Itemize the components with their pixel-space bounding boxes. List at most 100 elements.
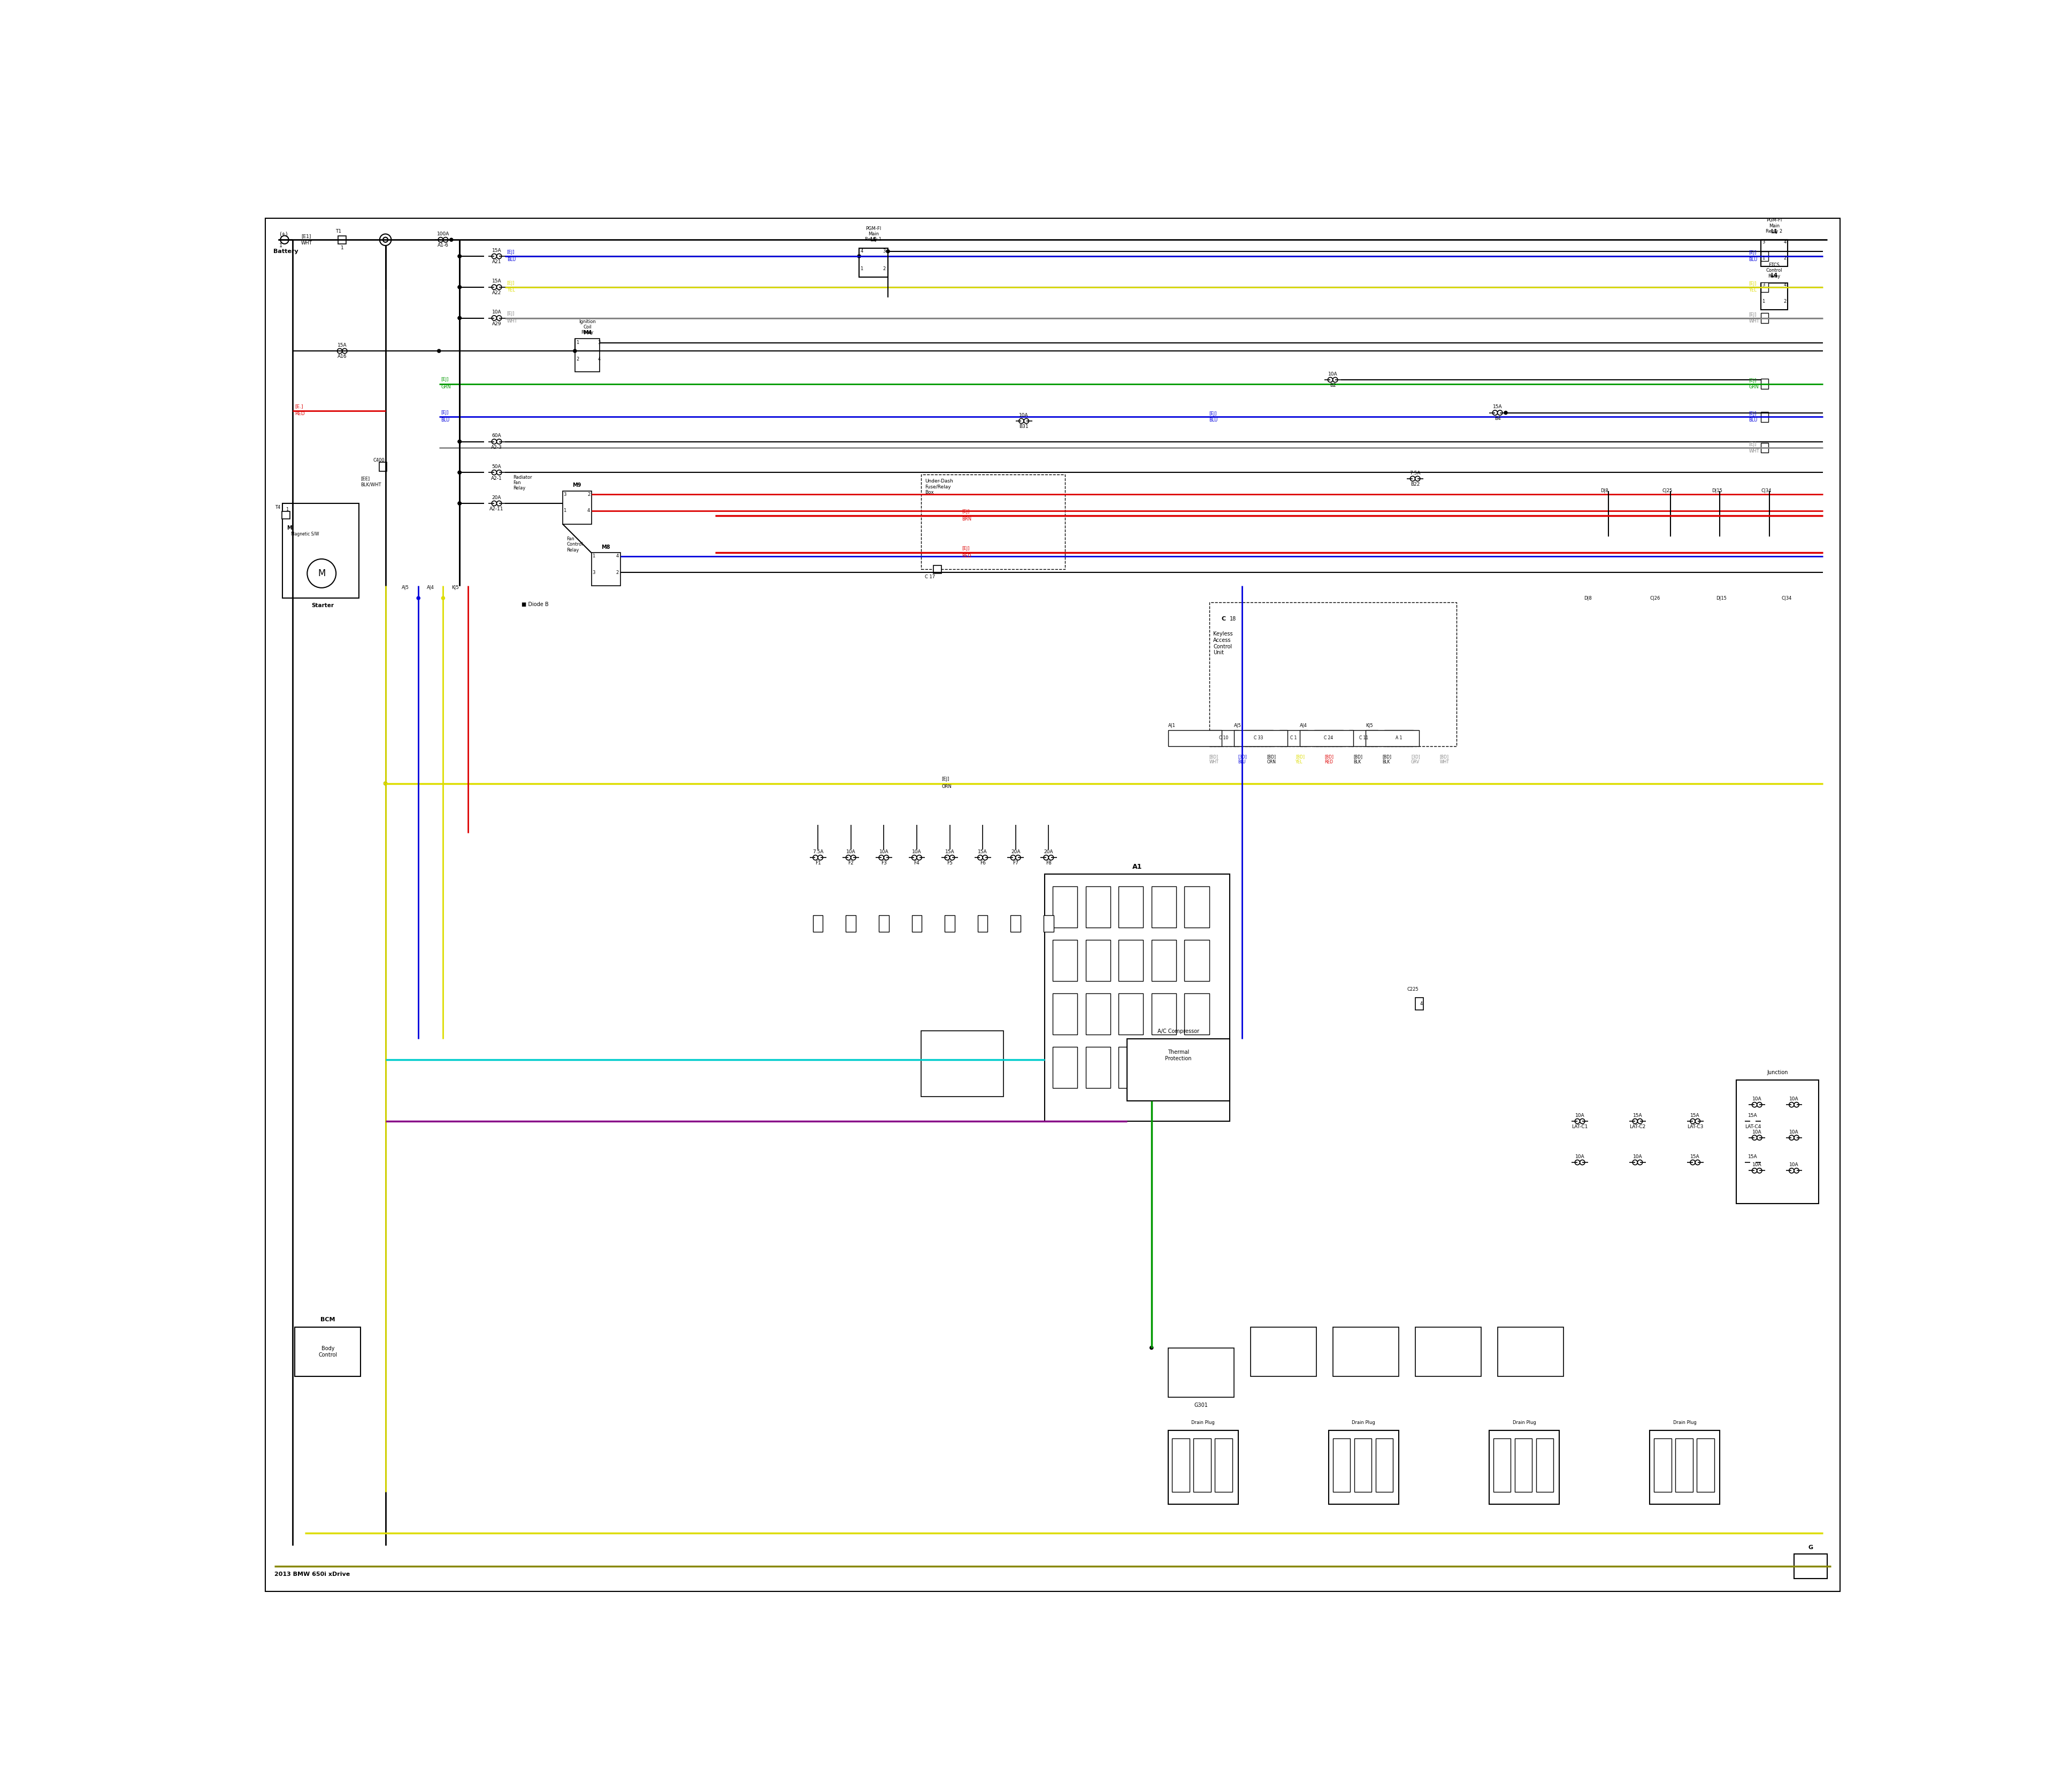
Text: A 1: A 1 [1395, 737, 1403, 740]
Text: 4: 4 [598, 357, 600, 362]
Text: 10A: 10A [1789, 1097, 1799, 1102]
Text: 15A: 15A [1748, 1154, 1758, 1159]
Circle shape [1023, 419, 1029, 423]
Bar [296, 1328, 362, 1376]
Bar [1497, 1328, 1563, 1376]
Text: A16: A16 [337, 355, 347, 358]
Text: B2: B2 [1329, 383, 1335, 389]
Circle shape [1756, 1102, 1762, 1107]
Circle shape [1150, 1346, 1152, 1349]
Bar [1354, 1439, 1372, 1493]
Circle shape [1793, 1168, 1799, 1174]
Circle shape [497, 470, 501, 475]
Text: C400: C400 [374, 457, 384, 462]
Bar [1760, 443, 1768, 453]
Circle shape [458, 471, 462, 475]
Text: 15A: 15A [1690, 1154, 1701, 1159]
Circle shape [1752, 1134, 1756, 1140]
Circle shape [1504, 410, 1508, 414]
Circle shape [438, 237, 444, 242]
Text: 7.5A: 7.5A [813, 849, 824, 855]
Text: [EJ]: [EJ] [1748, 312, 1756, 317]
Text: [E.]: [E.] [296, 405, 304, 409]
Circle shape [846, 855, 850, 860]
Text: BLU: BLU [1210, 418, 1218, 423]
Bar [1169, 1348, 1234, 1398]
Text: 3: 3 [1762, 240, 1764, 244]
Text: 7.5A: 7.5A [1409, 471, 1421, 475]
Bar [1185, 993, 1210, 1034]
Bar [1119, 1047, 1144, 1088]
Circle shape [497, 254, 501, 258]
Text: WHT: WHT [1748, 319, 1758, 324]
Text: 1: 1 [1762, 256, 1764, 260]
Bar [1329, 1430, 1399, 1503]
Text: 4: 4 [1783, 283, 1787, 287]
Circle shape [1637, 1118, 1643, 1124]
Bar [1152, 1047, 1177, 1088]
Circle shape [1748, 1118, 1752, 1124]
Bar [1152, 993, 1177, 1034]
Text: GRV: GRV [1411, 760, 1419, 765]
Circle shape [458, 285, 462, 289]
Bar [978, 916, 988, 932]
Text: C 11: C 11 [1360, 737, 1368, 740]
Text: 2: 2 [1783, 299, 1787, 305]
Text: GRN: GRN [442, 385, 452, 389]
Circle shape [1575, 1118, 1580, 1124]
Bar [1043, 916, 1054, 932]
Text: 15A: 15A [978, 849, 988, 855]
Text: L1: L1 [1771, 229, 1779, 235]
Text: M4: M4 [583, 330, 592, 335]
Circle shape [1497, 410, 1501, 416]
Circle shape [1690, 1118, 1695, 1124]
Circle shape [491, 254, 497, 258]
Text: 3: 3 [1762, 283, 1764, 287]
Text: 10A: 10A [1329, 371, 1337, 376]
Text: PGM-FI
Main
Relay 2: PGM-FI Main Relay 2 [1766, 219, 1783, 233]
Text: 15A: 15A [1633, 1113, 1643, 1118]
Text: Magnetic S/W: Magnetic S/W [292, 532, 318, 536]
Text: ETCS
Control
Relay: ETCS Control Relay [1766, 263, 1783, 278]
Text: 3: 3 [563, 491, 567, 496]
Text: GRN: GRN [1748, 385, 1758, 389]
Text: 3: 3 [883, 249, 885, 254]
Text: F5: F5 [947, 860, 953, 866]
Text: [E1]: [E1] [302, 235, 310, 238]
Bar [1245, 729, 1273, 747]
Circle shape [1580, 1159, 1586, 1165]
Bar [1087, 1047, 1111, 1088]
Bar [281, 511, 290, 520]
Circle shape [1789, 1168, 1793, 1174]
Circle shape [417, 597, 421, 600]
Bar [945, 916, 955, 932]
Text: F4: F4 [914, 860, 920, 866]
Text: A|4: A|4 [1300, 724, 1306, 728]
Text: Drain Plug: Drain Plug [1191, 1421, 1214, 1425]
Text: 1: 1 [279, 244, 283, 249]
Bar [920, 475, 1066, 570]
Text: C|25: C|25 [1662, 489, 1672, 493]
Text: LAT-C1: LAT-C1 [1571, 1125, 1588, 1129]
Bar [1087, 993, 1111, 1034]
Text: 1: 1 [861, 267, 863, 271]
Text: [3D]: [3D] [1239, 754, 1247, 760]
Circle shape [491, 315, 497, 321]
Text: LAT-C3: LAT-C3 [1686, 1125, 1703, 1129]
Bar [1087, 887, 1111, 928]
Text: C: C [1222, 616, 1226, 622]
Bar [1489, 1430, 1559, 1503]
Bar [1384, 729, 1413, 747]
Text: C|26: C|26 [1649, 595, 1660, 600]
Bar [1043, 874, 1230, 1122]
Text: [EJ]: [EJ] [1748, 251, 1756, 254]
Text: Drain Plug: Drain Plug [1512, 1421, 1536, 1425]
Text: 4: 4 [1783, 240, 1787, 244]
Text: A|5: A|5 [1234, 724, 1241, 728]
Bar [1760, 378, 1768, 389]
Circle shape [458, 471, 462, 475]
Bar [1119, 993, 1144, 1034]
Circle shape [458, 254, 462, 258]
Text: RED: RED [961, 554, 972, 559]
Circle shape [384, 781, 386, 785]
